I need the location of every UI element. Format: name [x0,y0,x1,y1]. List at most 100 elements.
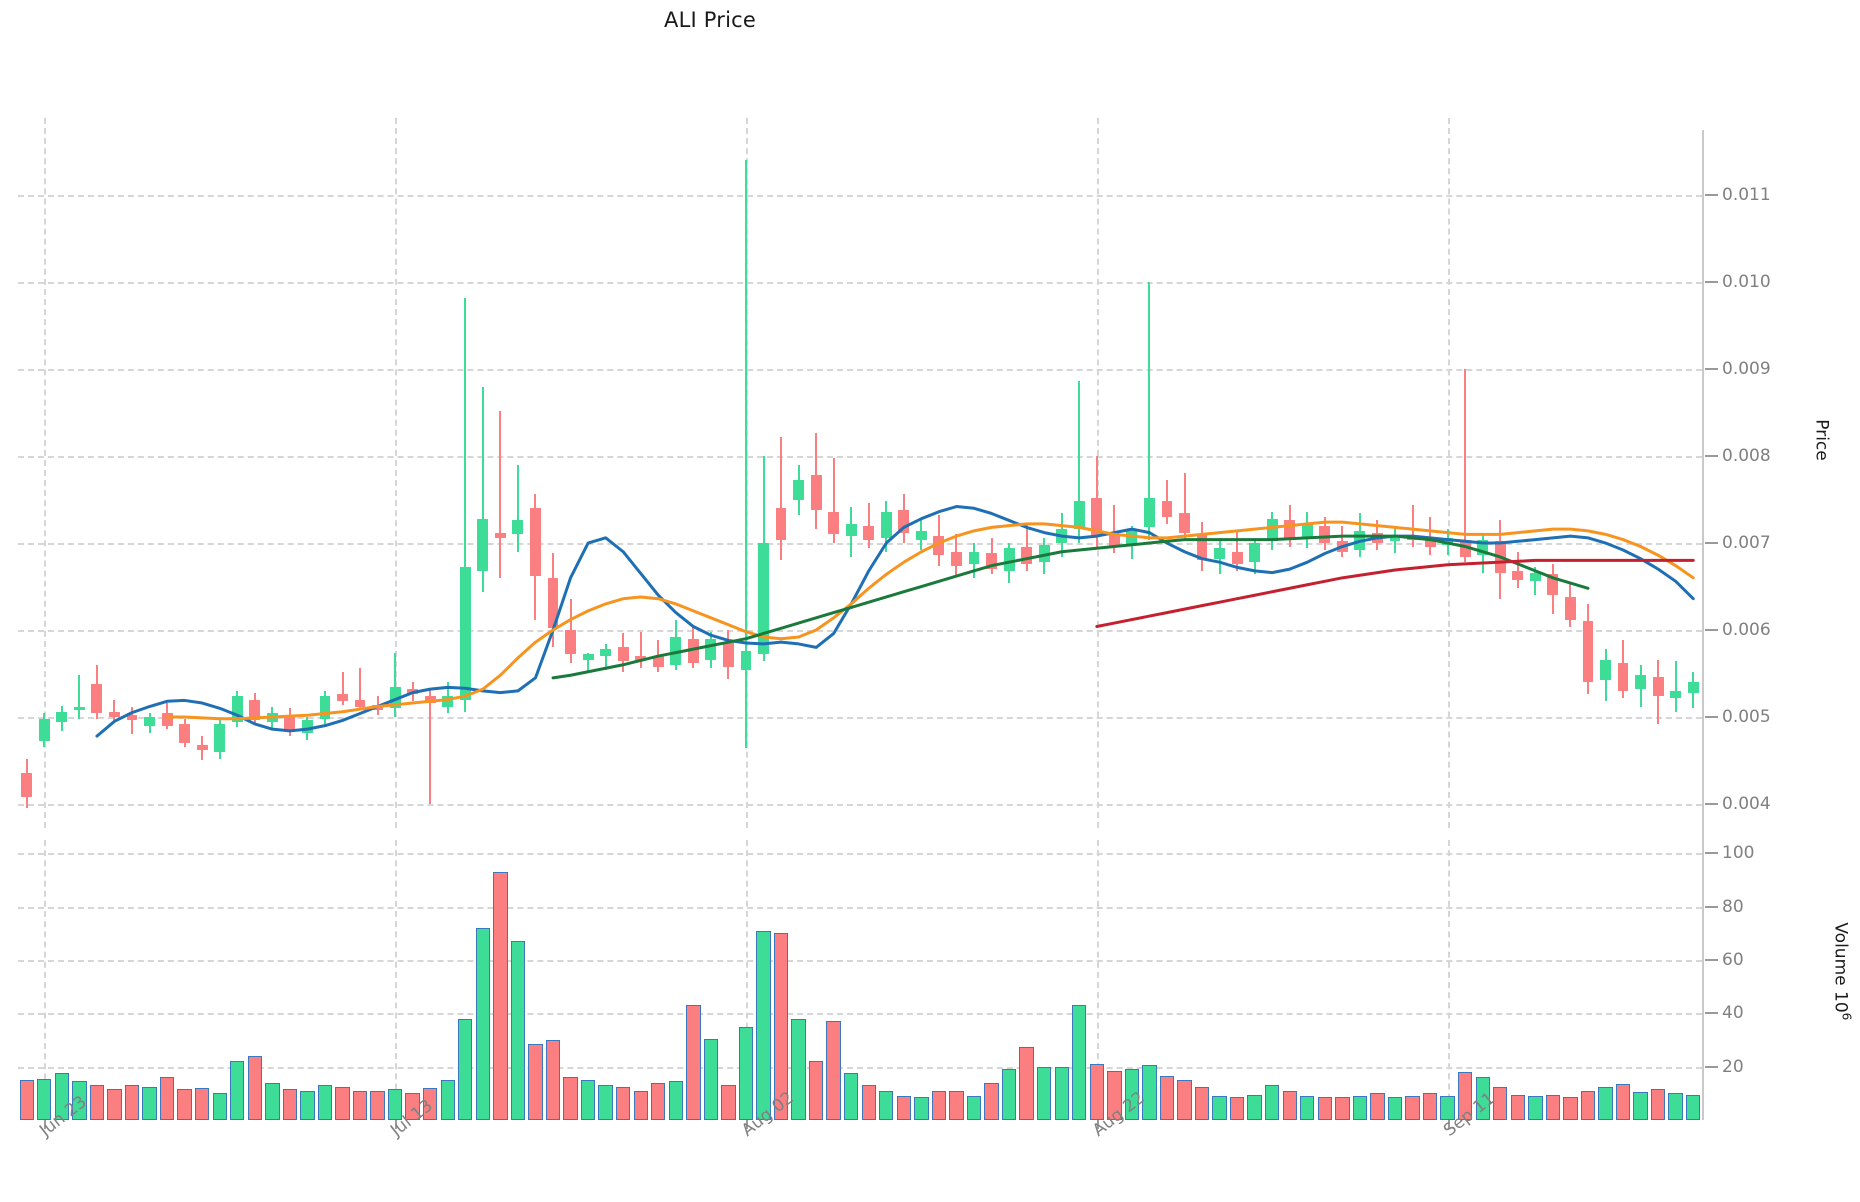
candlestick-body [319,696,331,719]
candlestick-body [266,713,278,723]
y-tick-mark [1705,715,1718,718]
candlestick-body [1091,497,1103,537]
volume-bar [1282,1090,1297,1120]
volume-bar [1019,1046,1034,1120]
volume-bar [194,1088,210,1120]
volume-tick-label: 60 [1722,950,1744,970]
candlestick-body [1372,532,1383,544]
candlestick-wick [1429,516,1432,556]
volume-bar [931,1090,947,1120]
volume-bar [1036,1066,1052,1120]
price-panel [18,118,1702,830]
candlestick-body [1600,659,1611,681]
volume-bar [405,1093,420,1120]
volume-bar [1580,1090,1596,1120]
volume-bar [1686,1094,1701,1120]
candlestick-body [810,475,822,510]
candlestick-wick [780,436,783,561]
price-gridline [18,803,1702,806]
volume-tick-label: 20 [1722,1056,1744,1077]
x-tick-mark [44,1120,47,1129]
volume-bar [510,941,526,1120]
candlestick-wick [1674,661,1677,712]
volume-bar [1598,1086,1613,1120]
price-gridline [18,282,1702,285]
candlestick-body [617,647,629,662]
candlestick-body [530,508,541,577]
volume-bar [984,1082,999,1120]
volume-bar [230,1061,245,1120]
candlestick-body [1582,621,1594,683]
volume-bar [1124,1069,1140,1120]
candlestick-body [687,638,699,664]
candlestick-wick [113,699,116,721]
candlestick-body [144,716,155,726]
candlestick-body [1407,536,1418,540]
volume-bar [1054,1066,1069,1120]
volume-bar [1457,1072,1473,1120]
volume-bar [633,1090,648,1120]
date-gridline [395,840,398,1120]
candlestick-body [1214,548,1226,559]
candlestick-wick [499,410,502,578]
volume-bar [1247,1094,1262,1120]
candlestick-wick [78,675,81,719]
candlestick-body [740,650,752,670]
y-tick-mark [1705,802,1718,805]
volume-bar [1528,1096,1543,1120]
candlestick-wick [1148,282,1151,540]
volume-bar [387,1089,403,1120]
candlestick-body [56,711,68,723]
volume-bar [861,1085,876,1120]
candlestick-body [442,696,454,707]
candlestick-body [775,508,787,540]
candlestick-body [424,696,436,704]
price-tick-label: 0.010 [1722,272,1771,293]
candlestick-body [284,715,296,731]
volume-bar [598,1085,613,1120]
volume-bar [1072,1005,1087,1120]
volume-tick-label: 100 [1722,843,1755,864]
x-tick-mark [395,1120,398,1129]
volume-bar [896,1096,912,1120]
candlestick-body [1564,596,1576,620]
candlestick-body [1038,544,1050,563]
candlestick-body [565,630,576,655]
ma-line-ma-short [95,505,1695,738]
volume-bar [54,1073,70,1120]
volume-bar [159,1077,175,1120]
candlestick-body [845,523,857,537]
volume-bar [703,1038,719,1120]
price-axis-title: Price [1811,419,1832,461]
ma-line-ma-xlong [1095,558,1695,629]
candlestick-body [494,532,506,538]
candlestick-wick [464,297,467,712]
candlestick-body [670,636,682,665]
volume-bar [1545,1094,1561,1120]
candlestick-body [1494,541,1506,573]
price-tick-label: 0.011 [1722,185,1771,206]
candlestick-body [179,723,191,744]
volume-bar [89,1085,105,1120]
volume-bar [966,1096,982,1120]
candlestick-body [109,711,120,717]
volume-bar [1563,1097,1578,1120]
volume-bar [1229,1097,1245,1120]
candlestick-body [231,696,243,723]
volume-bar [300,1090,315,1120]
candlestick-body [547,577,559,629]
candlestick-body [1512,570,1524,580]
volume-tick-label: 40 [1722,1003,1744,1024]
volume-bar [124,1085,140,1120]
volume-bar [1615,1084,1631,1120]
volume-bar [580,1080,596,1120]
x-tick-mark [1447,1120,1450,1129]
candlestick-body [38,718,50,742]
volume-bar [651,1082,666,1120]
volume-bar [528,1044,543,1120]
volume-bar [19,1080,34,1120]
candlestick-body [1336,541,1348,552]
volume-bar [440,1080,455,1120]
volume-bar [1265,1085,1280,1120]
price-gridline [18,456,1702,459]
